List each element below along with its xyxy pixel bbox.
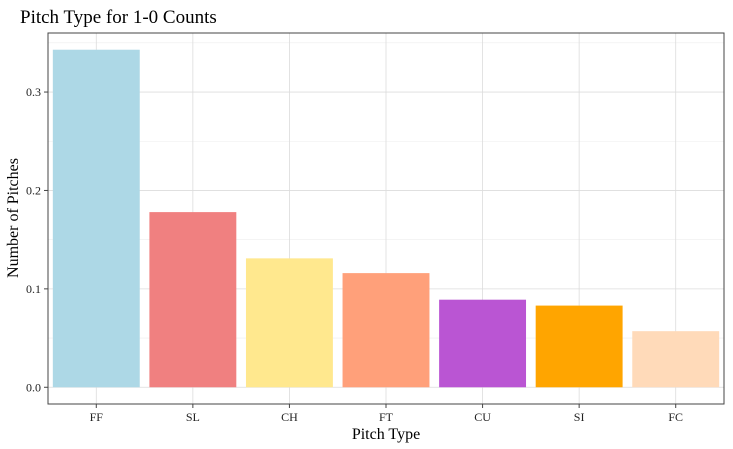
x-tick-label-sl: SL bbox=[186, 410, 200, 424]
x-tick-label-ff: FF bbox=[90, 410, 104, 424]
y-tick-label: 0.0 bbox=[26, 380, 41, 394]
x-tick-label-ft: FT bbox=[379, 410, 394, 424]
bar-ft bbox=[342, 273, 430, 388]
x-tick-label-cu: CU bbox=[474, 410, 491, 424]
bar-cu bbox=[439, 299, 527, 388]
bar-sl bbox=[149, 212, 237, 388]
y-tick-label: 0.1 bbox=[26, 282, 41, 296]
x-axis: FF SL CH FT CU SI FC bbox=[90, 404, 683, 424]
x-tick-label-fc: FC bbox=[668, 410, 683, 424]
bars bbox=[52, 49, 720, 388]
bar-ch bbox=[245, 258, 333, 388]
x-tick-label-si: SI bbox=[574, 410, 585, 424]
x-tick-label-ch: CH bbox=[281, 410, 298, 424]
bar-si bbox=[535, 305, 623, 388]
y-tick-label: 0.2 bbox=[26, 183, 41, 197]
chart-title: Pitch Type for 1-0 Counts bbox=[20, 7, 217, 28]
y-axis: 0.0 0.1 0.2 0.3 bbox=[26, 85, 48, 394]
bar-fc bbox=[632, 331, 720, 388]
y-axis-title: Number of Pitches bbox=[5, 158, 22, 278]
y-tick-label: 0.3 bbox=[26, 85, 41, 99]
bar-ff bbox=[52, 49, 140, 388]
x-axis-title: Pitch Type bbox=[352, 426, 420, 443]
